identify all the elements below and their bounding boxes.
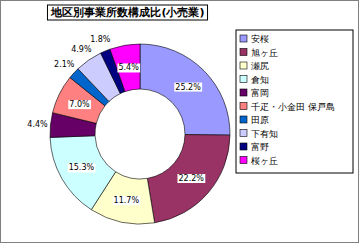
legend-swatch [240, 49, 247, 56]
data-label: 1.8% [90, 35, 111, 44]
legend-label: 田原 [251, 115, 269, 125]
data-label: 22.2% [178, 174, 204, 183]
data-label: 7.0% [69, 100, 90, 109]
legend-swatch [240, 130, 247, 137]
legend-label: 桜ヶ丘 [251, 156, 278, 166]
data-label: 11.7% [114, 196, 140, 205]
data-label-group: 2.1% [53, 60, 76, 69]
data-label: 2.1% [54, 60, 75, 69]
data-label: 25.2% [175, 83, 201, 92]
data-label-bg [68, 100, 91, 109]
data-label-group: 11.7% [113, 196, 141, 205]
data-label-group: 22.2% [177, 174, 205, 183]
data-label: 4.9% [71, 45, 92, 54]
legend-label: 瀬尻 [251, 61, 269, 71]
legend-box [236, 30, 353, 173]
data-labels: 25.2% 22.2% 11.7% 15.3% 4.4% 7.0% 2.1% 4.9%1.8%… [26, 35, 205, 205]
legend-swatch [240, 89, 247, 96]
legend-label: 下有知 [251, 129, 278, 139]
data-label-group: 25.2% [174, 83, 202, 92]
slice [140, 44, 230, 135]
legend-swatch [240, 157, 247, 164]
data-label: 4.4% [27, 120, 48, 129]
data-label-bg [26, 120, 49, 129]
slice [50, 136, 116, 210]
chart-title: 地区別事業所数構成比(小売業) [50, 6, 204, 19]
data-label-bg [113, 196, 141, 205]
legend: 安桜旭ヶ丘瀬尻倉知富岡千疋・小金田 保戸島田原下有知富野桜ヶ丘 [236, 30, 353, 173]
legend-label: 富岡 [251, 88, 269, 98]
data-label-group: 4.9% [70, 45, 93, 54]
data-label-bg [117, 63, 140, 72]
data-label-bg [89, 35, 112, 44]
data-label-bg [70, 45, 93, 54]
data-label-group: 1.8% [89, 35, 112, 44]
data-label-group: 7.0% [68, 100, 91, 109]
data-label-bg [177, 174, 205, 183]
chart-container: 地区別事業所数構成比(小売業) 25.2% 22.2% 11.7% 15.3% 4.4% 7… [0, 0, 359, 243]
chart-svg: 地区別事業所数構成比(小売業) 25.2% 22.2% 11.7% 15.3% 4.4% 7… [0, 0, 359, 243]
legend-label: 倉知 [251, 75, 269, 85]
legend-label: 安桜 [251, 34, 269, 44]
data-label: 5.4% [118, 63, 139, 72]
data-label-bg [174, 83, 202, 92]
legend-label: 千疋・小金田 保戸島 [251, 102, 335, 112]
legend-label: 富野 [251, 142, 269, 152]
legend-swatch [240, 103, 247, 110]
data-label-bg [53, 60, 76, 69]
data-label-group: 15.3% [68, 163, 96, 172]
legend-swatch [240, 76, 247, 83]
title-box [47, 5, 207, 20]
legend-label: 旭ヶ丘 [251, 48, 278, 58]
data-label-bg [68, 163, 96, 172]
data-label: 15.3% [69, 163, 95, 172]
data-label-group: 5.4% [117, 63, 140, 72]
legend-swatch [240, 143, 247, 150]
donut [50, 44, 230, 224]
slice [110, 44, 140, 92]
legend-swatch [240, 35, 247, 42]
title-group: 地区別事業所数構成比(小売業) [47, 5, 207, 20]
slice [147, 135, 230, 223]
legend-swatch [240, 116, 247, 123]
chart-frame [1, 1, 359, 243]
data-label-group: 4.4% [26, 120, 49, 129]
legend-swatch [240, 62, 247, 69]
